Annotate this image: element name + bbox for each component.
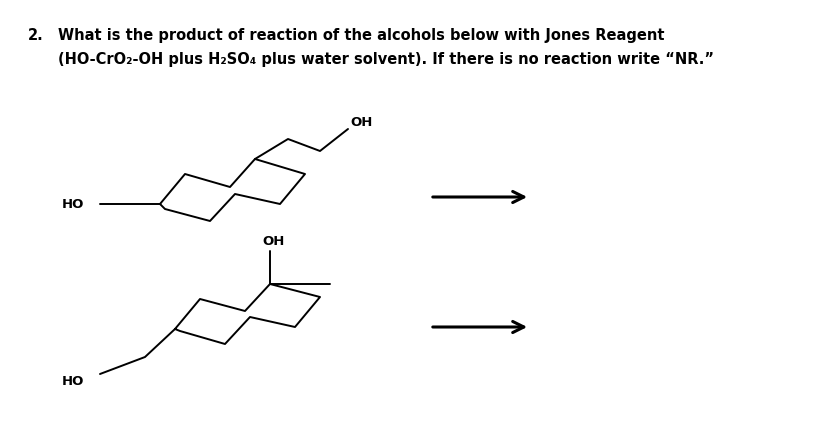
Text: HO: HO [62, 375, 84, 388]
Text: 2.: 2. [28, 28, 43, 43]
Text: What is the product of reaction of the alcohols below with Jones Reagent: What is the product of reaction of the a… [58, 28, 664, 43]
Text: OH: OH [262, 235, 285, 248]
Text: HO: HO [62, 198, 84, 211]
Text: (HO-CrO₂-OH plus H₂SO₄ plus water solvent). If there is no reaction write “NR.”: (HO-CrO₂-OH plus H₂SO₄ plus water solven… [58, 52, 714, 67]
Text: OH: OH [350, 115, 372, 128]
